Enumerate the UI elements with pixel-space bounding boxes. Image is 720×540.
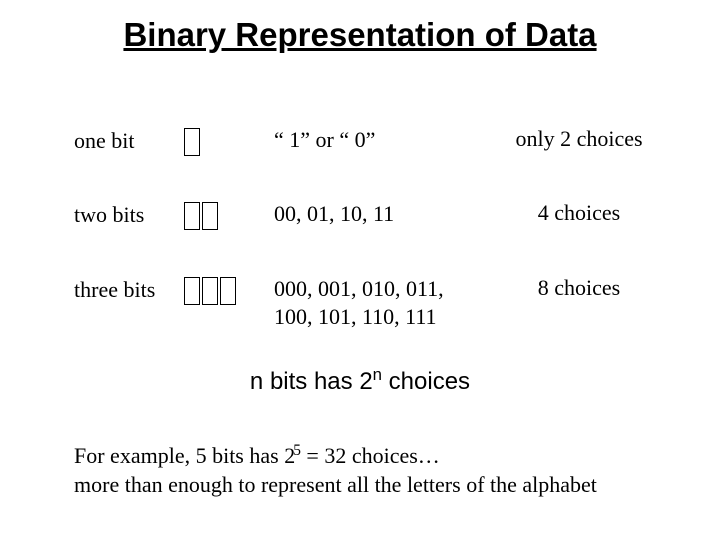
bit-boxes <box>184 126 274 156</box>
bit-box-icon <box>184 128 200 156</box>
bit-boxes <box>184 200 274 230</box>
row-values: 00, 01, 10, 11 <box>274 200 494 228</box>
footer-line1-exp: 5 <box>293 442 301 459</box>
formula-suffix: choices <box>382 368 470 395</box>
bit-row-1: one bit “ 1” or “ 0”only 2 choices <box>74 126 674 156</box>
bit-box-icon <box>184 277 200 305</box>
footer-line2: more than enough to represent all the le… <box>74 472 597 497</box>
footer-text: For example, 5 bits has 25 = 32 choices…… <box>74 442 674 499</box>
row-values: 000, 001, 010, 011,100, 101, 110, 111 <box>274 275 494 330</box>
footer-line1-a: For example, 5 bits has 2 <box>74 443 295 468</box>
row-values: “ 1” or “ 0” <box>274 126 494 154</box>
formula-prefix: n bits has 2 <box>250 368 373 395</box>
row-choices: only 2 choices <box>494 126 664 152</box>
row-choices: 4 choices <box>494 200 664 226</box>
formula-text: n bits has 2n choices <box>0 368 720 396</box>
slide-title: Binary Representation of Data <box>0 0 720 54</box>
row-label: two bits <box>74 200 184 228</box>
bit-box-icon <box>202 202 218 230</box>
bit-box-icon <box>202 277 218 305</box>
bit-boxes <box>184 275 274 305</box>
formula-exponent: n <box>373 365 382 384</box>
bit-row-2: two bits 00, 01, 10, 114 choices <box>74 200 674 230</box>
row-label: three bits <box>74 275 184 303</box>
row-choices: 8 choices <box>494 275 664 301</box>
bit-box-icon <box>220 277 236 305</box>
footer-line1-b: = 32 choices… <box>301 443 440 468</box>
bit-box-icon <box>184 202 200 230</box>
bit-row-3: three bits 000, 001, 010, 011,100, 101, 1… <box>74 275 674 330</box>
row-label: one bit <box>74 126 184 154</box>
